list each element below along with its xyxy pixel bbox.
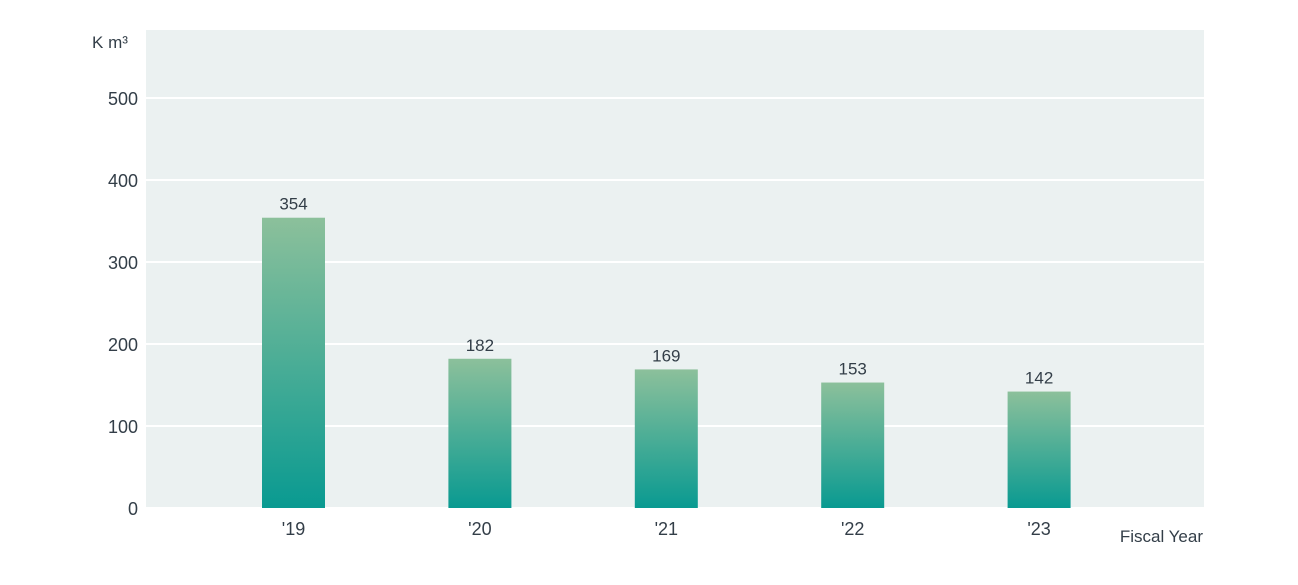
data-label: 169 [652,346,680,365]
data-label: 153 [839,360,867,379]
bars [262,217,1071,508]
x-axis-title: Fiscal Year [1120,527,1203,546]
y-axis-title: K m³ [92,33,128,52]
y-tick-label: 0 [128,499,138,519]
bar [634,369,698,508]
y-tick-label: 500 [108,89,138,109]
x-tick-label: '21 [655,519,678,539]
y-tick-label: 300 [108,253,138,273]
x-tick-label: '20 [468,519,491,539]
data-label: 182 [466,336,494,355]
data-labels: 354 182 169 153 142 [279,195,1053,388]
data-label: 142 [1025,369,1053,388]
x-tick-label: '22 [841,519,864,539]
x-tick-label: '19 [282,519,305,539]
x-tick-label: '23 [1027,519,1050,539]
bar [1007,391,1071,508]
y-tick-label: 200 [108,335,138,355]
bar [821,382,885,508]
bar [448,358,512,508]
data-label: 354 [279,195,307,214]
bar [262,217,325,508]
y-tick-label: 100 [108,417,138,437]
x-axis: '19 '20 '21 '22 '23 [282,519,1051,539]
y-tick-label: 400 [108,171,138,191]
y-axis: 0 100 200 300 400 500 [108,89,138,519]
